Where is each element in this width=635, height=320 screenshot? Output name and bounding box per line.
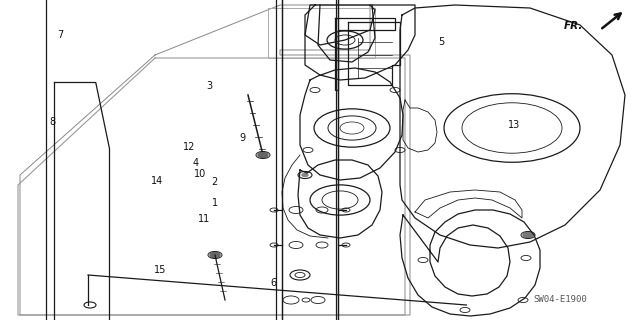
Text: SW04-E1900: SW04-E1900 (533, 295, 587, 305)
Text: 8: 8 (49, 116, 55, 127)
Text: FR.: FR. (564, 21, 583, 31)
Text: 9: 9 (239, 132, 246, 143)
Text: 3: 3 (206, 81, 213, 92)
Text: 1: 1 (211, 198, 218, 208)
Text: 12: 12 (183, 142, 196, 152)
Text: 10: 10 (194, 169, 206, 180)
Text: 2: 2 (211, 177, 218, 188)
Text: 6: 6 (270, 278, 276, 288)
Circle shape (523, 233, 533, 237)
Text: 13: 13 (508, 120, 521, 130)
Circle shape (258, 153, 268, 157)
Text: 4: 4 (192, 158, 199, 168)
Text: 7: 7 (57, 30, 64, 40)
Text: 5: 5 (438, 36, 444, 47)
Text: 15: 15 (154, 265, 166, 276)
Text: 14: 14 (151, 176, 164, 186)
Text: 11: 11 (198, 214, 211, 224)
Circle shape (302, 173, 308, 177)
Circle shape (210, 252, 220, 258)
